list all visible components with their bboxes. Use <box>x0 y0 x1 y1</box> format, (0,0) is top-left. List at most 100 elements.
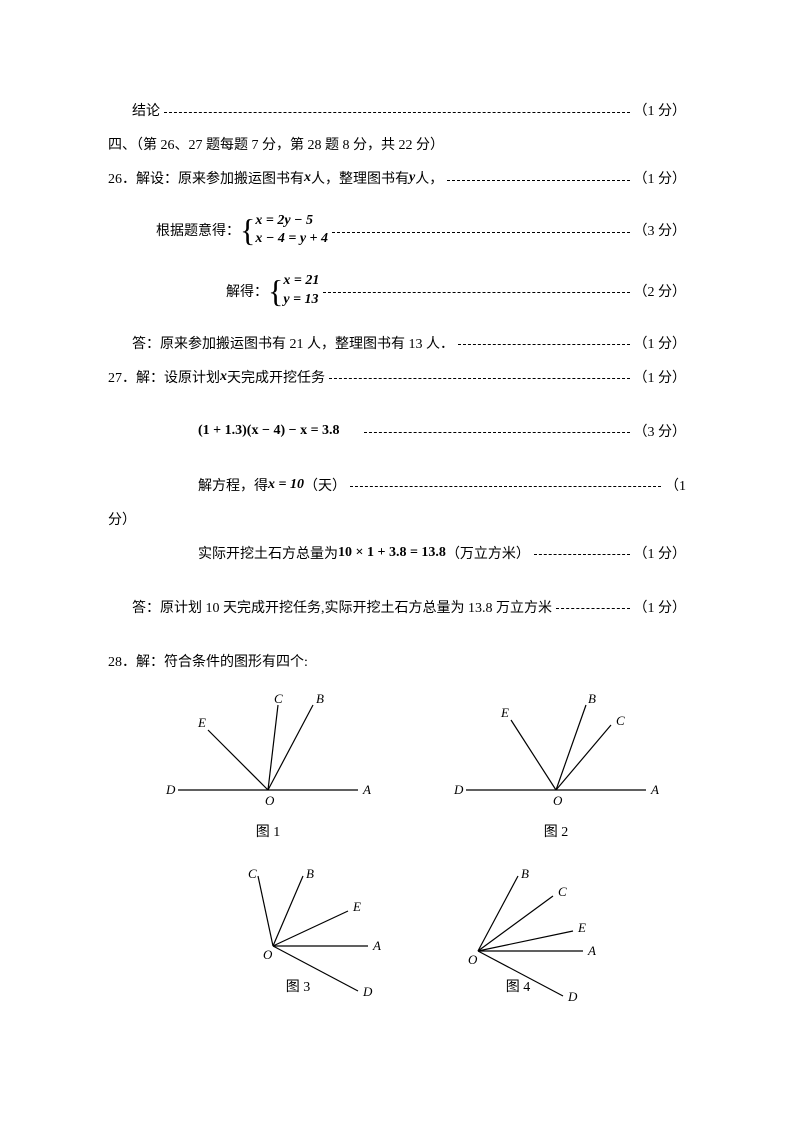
points-1: （1 分） <box>634 333 687 353</box>
points-1: （1 分） <box>634 168 687 188</box>
svg-text:D: D <box>567 989 578 1004</box>
svg-text:A: A <box>372 938 381 953</box>
svg-text:A: A <box>362 782 371 797</box>
q26-intro-line: 26．解设：原来参加搬运图书有 x 人，整理图书有 y 人， （1 分） <box>108 168 686 188</box>
svg-text:O: O <box>265 793 275 808</box>
leader-dots <box>458 336 630 345</box>
svg-text:D: D <box>453 782 464 797</box>
q27-cont: （1 <box>665 475 686 495</box>
q27-solve-a: 解方程，得 <box>198 475 268 495</box>
figure-1-label: 图 1 <box>256 821 281 841</box>
var-x: x <box>220 369 227 385</box>
conclusion-line: 结论 （1 分） <box>108 100 686 120</box>
figure-3: A B C D E O 图 3 <box>188 866 408 996</box>
page: 结论 （1 分） 四、（第 26、27 题每题 7 分，第 28 题 8 分，共… <box>0 0 794 1123</box>
q27-eq-line: (1 + 1.3)(x − 4) − x = 3.8 （3 分） <box>108 421 686 441</box>
q27-intro-b: 天完成开挖任务 <box>227 367 325 387</box>
svg-text:B: B <box>316 691 324 706</box>
svg-text:A: A <box>587 943 596 958</box>
svg-text:B: B <box>306 866 314 881</box>
svg-text:E: E <box>500 705 509 720</box>
conclusion-text: 结论 <box>132 100 160 120</box>
eq-stack-2: x = 21 y = 13 <box>283 272 319 308</box>
q26-intro-a: 26．解设：原来参加搬运图书有 <box>108 168 304 188</box>
eq1b: x − 4 = y + 4 <box>255 230 328 248</box>
points-2: （2 分） <box>634 281 687 301</box>
q28-text: 28．解：符合条件的图形有四个: <box>108 651 308 671</box>
leader-dots <box>534 546 630 555</box>
q27-vol-c: （万立方米） <box>446 543 530 563</box>
eq2a: x = 21 <box>283 272 319 290</box>
q27-intro-a: 27．解：设原计划 <box>108 367 220 387</box>
leader-dots <box>447 171 629 180</box>
q27-solve-line: 解方程，得 x = 10 （天） （1 <box>108 475 686 495</box>
left-brace: { <box>240 214 255 246</box>
figure-1-svg: A B C D E O <box>148 685 388 815</box>
figures-row-1: A B C D E O 图 1 A B C D E O 图 2 <box>108 685 686 841</box>
section-4-heading: 四、（第 26、27 题每题 7 分，第 28 题 8 分，共 22 分） <box>108 134 686 154</box>
svg-text:O: O <box>553 793 563 808</box>
points-1: （1 分） <box>634 597 687 617</box>
q26-answer-line: 答：原来参加搬运图书有 21 人，整理图书有 13 人． （1 分） <box>108 333 686 353</box>
svg-text:E: E <box>577 920 586 935</box>
figure-4-label: 图 4 <box>506 976 531 996</box>
q27-eq: (1 + 1.3)(x − 4) − x = 3.8 <box>198 423 340 439</box>
svg-text:C: C <box>274 691 283 706</box>
svg-text:C: C <box>616 713 625 728</box>
points-3: （3 分） <box>634 220 687 240</box>
leader-dots <box>329 370 630 379</box>
var-x: x <box>304 170 311 186</box>
figure-4: ABCDEO 图 4 <box>408 866 628 996</box>
leader-dots <box>364 424 630 433</box>
figure-1: A B C D E O 图 1 <box>148 685 388 841</box>
leader-dots <box>332 223 629 232</box>
q27-solve-c: （天） <box>304 475 346 495</box>
svg-text:D: D <box>362 984 373 999</box>
q28-heading: 28．解：符合条件的图形有四个: <box>108 651 686 671</box>
q27-ans: 答：原计划 10 天完成开挖任务,实际开挖土石方总量为 13.8 万立方米 <box>132 597 552 617</box>
leader-dots <box>556 600 630 609</box>
figure-3-label: 图 3 <box>286 976 311 996</box>
figure-2: ABCDEO 图 2 <box>436 685 676 841</box>
svg-text:B: B <box>521 866 529 881</box>
q26-ans: 答：原来参加搬运图书有 21 人，整理图书有 13 人． <box>132 333 454 353</box>
left-brace: { <box>268 275 283 307</box>
q27-volume-line: 实际开挖土石方总量为 10 × 1 + 3.8 = 13.8 （万立方米） （1… <box>108 543 686 563</box>
leader-dots <box>164 103 630 112</box>
q26-solve-line: 解得： { x = 21 y = 13 （2 分） <box>108 272 686 308</box>
q26-intro-c: 人， <box>415 168 443 188</box>
svg-text:E: E <box>197 715 206 730</box>
eq-stack-1: x = 2y − 5 x − 4 = y + 4 <box>255 212 328 248</box>
q26-intro-b: 人，整理图书有 <box>311 168 409 188</box>
q27-solve-b: x = 10 <box>268 477 304 493</box>
q27-intro-line: 27．解：设原计划 x 天完成开挖任务 （1 分） <box>108 367 686 387</box>
svg-text:B: B <box>588 691 596 706</box>
q26-solve: 解得： <box>226 281 268 301</box>
points-1: （1 分） <box>634 543 687 563</box>
eq1a: x = 2y − 5 <box>255 212 328 230</box>
figure-2-label: 图 2 <box>544 821 569 841</box>
leader-dots <box>350 478 661 487</box>
q27-cont2-line: 分） <box>108 509 686 529</box>
points-3: （3 分） <box>634 421 687 441</box>
svg-text:C: C <box>248 866 257 881</box>
leader-dots <box>323 284 629 293</box>
points-1: （1 分） <box>634 100 687 120</box>
eq2b: y = 13 <box>283 291 319 309</box>
q26-system-line: 根据题意得： { x = 2y − 5 x − 4 = y + 4 （3 分） <box>108 212 686 248</box>
brace-block-1: { x = 2y − 5 x − 4 = y + 4 <box>240 212 328 248</box>
brace-block-2: { x = 21 y = 13 <box>268 272 319 308</box>
svg-text:D: D <box>165 782 176 797</box>
q27-vol-a: 实际开挖土石方总量为 <box>198 543 338 563</box>
section-4-text: 四、（第 26、27 题每题 7 分，第 28 题 8 分，共 22 分） <box>108 134 444 154</box>
q26-given: 根据题意得： <box>156 220 240 240</box>
q27-cont2: 分） <box>108 509 136 529</box>
q27-vol-b: 10 × 1 + 3.8 = 13.8 <box>338 545 446 561</box>
q27-answer-line: 答：原计划 10 天完成开挖任务,实际开挖土石方总量为 13.8 万立方米 （1… <box>108 597 686 617</box>
figure-2-svg: ABCDEO <box>436 685 676 815</box>
points-1: （1 分） <box>634 367 687 387</box>
svg-text:C: C <box>558 884 567 899</box>
svg-text:O: O <box>263 947 273 962</box>
svg-text:E: E <box>352 899 361 914</box>
svg-text:O: O <box>468 952 478 967</box>
